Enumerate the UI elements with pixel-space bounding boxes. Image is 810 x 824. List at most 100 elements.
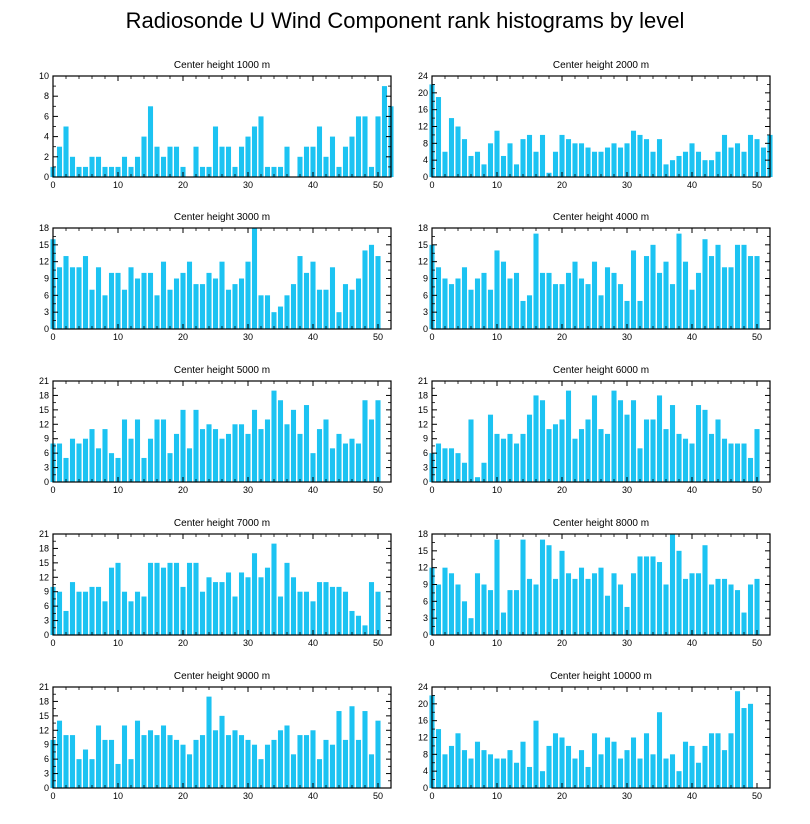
bar — [108, 453, 115, 482]
y-tick-label: 2 — [44, 152, 49, 162]
bar — [219, 438, 225, 482]
bar — [141, 596, 147, 635]
bar — [585, 578, 591, 635]
bar — [206, 577, 212, 635]
bar — [461, 267, 468, 329]
bar — [487, 289, 494, 329]
bar — [349, 289, 355, 329]
bar — [167, 735, 173, 788]
x-tick-label: 10 — [113, 332, 123, 342]
bar — [468, 289, 474, 329]
bar — [232, 424, 238, 482]
bar — [513, 590, 520, 635]
y-tick-label: 6 — [423, 290, 428, 300]
x-tick-label: 50 — [752, 485, 762, 495]
bar — [89, 289, 95, 329]
bar — [552, 424, 559, 482]
bar — [565, 390, 572, 482]
bar — [212, 582, 219, 635]
bar — [754, 139, 760, 178]
bar — [513, 762, 520, 788]
bar — [375, 720, 381, 788]
x-tick-label: 10 — [492, 638, 502, 648]
y-tick-label: 21 — [418, 376, 428, 386]
bar — [362, 116, 368, 177]
bar — [303, 146, 310, 177]
bar — [624, 143, 630, 177]
bar — [637, 134, 643, 177]
bar — [578, 750, 585, 789]
bar — [336, 312, 342, 329]
bar — [747, 584, 754, 635]
bar — [251, 126, 258, 177]
bar — [728, 733, 734, 788]
y-tick-label: 9 — [44, 434, 49, 444]
bar — [728, 267, 734, 329]
bar — [342, 591, 349, 635]
bar — [676, 433, 682, 482]
y-tick-label: 18 — [39, 696, 49, 706]
bar — [160, 567, 167, 635]
bar — [650, 244, 656, 329]
bar — [154, 735, 160, 788]
bar — [598, 429, 604, 482]
bar — [284, 295, 290, 329]
bar — [572, 578, 578, 635]
panel-title: Center height 2000 m — [553, 60, 649, 71]
bar — [507, 750, 513, 789]
bar — [617, 758, 624, 788]
y-tick-label: 3 — [423, 613, 428, 623]
x-tick-label: 50 — [373, 485, 383, 495]
bar — [487, 143, 494, 177]
bar — [656, 712, 663, 788]
histogram-panel: Center height 2000 m 0 4 8 12 16 20 24 0 10 20 30 40… — [418, 60, 773, 190]
bar — [199, 284, 206, 329]
bar — [481, 750, 487, 789]
bar — [546, 272, 552, 329]
bar — [147, 438, 154, 482]
y-tick-label: 9 — [44, 587, 49, 597]
bar — [487, 414, 494, 482]
panel-title: Center height 1000 m — [174, 60, 270, 71]
bar — [559, 737, 565, 788]
bar — [199, 166, 206, 177]
bar — [225, 572, 232, 635]
bar — [643, 419, 650, 482]
y-tick-label: 0 — [44, 783, 49, 793]
bar — [342, 284, 349, 329]
bar — [507, 278, 513, 329]
bar — [56, 591, 63, 635]
bar — [500, 155, 507, 177]
bar — [708, 433, 715, 482]
y-tick-label: 10 — [39, 71, 49, 81]
y-tick-label: 15 — [39, 558, 49, 568]
bar — [63, 256, 69, 329]
bar — [520, 741, 526, 788]
bar — [682, 151, 689, 177]
bar — [643, 556, 650, 635]
bar — [585, 147, 591, 177]
y-tick-label: 16 — [418, 716, 428, 726]
bar — [656, 562, 663, 635]
bar — [559, 550, 565, 635]
bar — [82, 749, 89, 788]
bar — [435, 97, 442, 177]
bar — [682, 741, 689, 788]
bar — [89, 759, 95, 788]
bar — [108, 739, 115, 788]
bar — [656, 139, 663, 178]
bar — [271, 312, 277, 329]
bar — [604, 147, 611, 177]
bar — [271, 543, 277, 635]
bar — [193, 409, 199, 482]
bar — [82, 166, 89, 177]
bar — [199, 429, 206, 482]
y-tick-label: 12 — [39, 572, 49, 582]
y-tick-label: 18 — [418, 390, 428, 400]
bar — [368, 419, 375, 482]
bar — [225, 289, 232, 329]
x-tick-label: 50 — [752, 638, 762, 648]
bar — [284, 725, 290, 788]
bar — [708, 584, 715, 635]
bar — [297, 591, 303, 635]
